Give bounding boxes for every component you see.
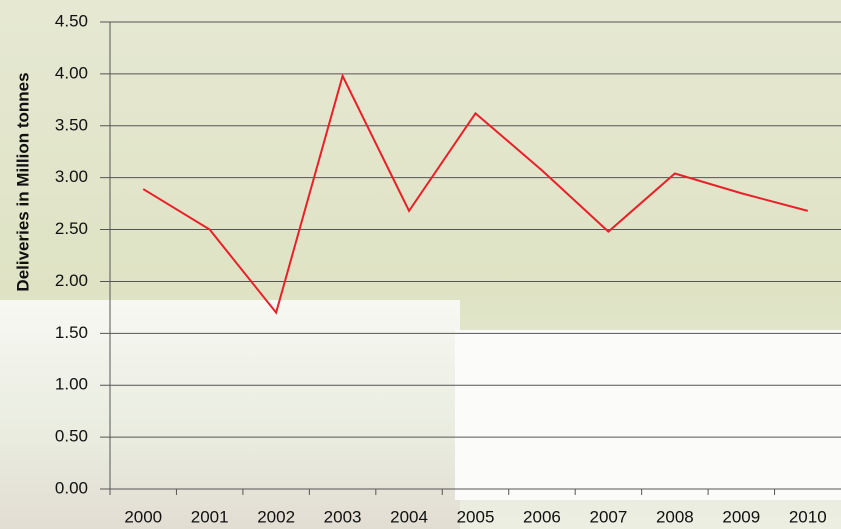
y-tick-label: 4.50 bbox=[55, 11, 88, 30]
y-tick-label: 3.00 bbox=[55, 167, 88, 186]
x-tick-label: 2001 bbox=[191, 507, 229, 526]
background-lower bbox=[0, 300, 460, 529]
y-tick-label: 3.50 bbox=[55, 115, 88, 134]
y-tick-label: 0.00 bbox=[55, 478, 88, 497]
x-tick-label: 2007 bbox=[589, 507, 627, 526]
y-tick-label: 4.00 bbox=[55, 63, 88, 82]
x-tick-label: 2005 bbox=[457, 507, 495, 526]
x-tick-label: 2003 bbox=[324, 507, 362, 526]
x-tick-label: 2000 bbox=[124, 507, 162, 526]
x-tick-label: 2010 bbox=[789, 507, 827, 526]
y-tick-label: 1.50 bbox=[55, 323, 88, 342]
y-tick-label: 2.50 bbox=[55, 219, 88, 238]
y-tick-label: 0.50 bbox=[55, 427, 88, 446]
x-tick-label: 2006 bbox=[523, 507, 561, 526]
background-panel bbox=[455, 330, 841, 500]
x-tick-label: 2008 bbox=[656, 507, 694, 526]
y-tick-label: 2.00 bbox=[55, 271, 88, 290]
y-axis-label: Deliveries in Million tonnes bbox=[13, 72, 32, 291]
x-tick-label: 2009 bbox=[722, 507, 760, 526]
x-tick-label: 2004 bbox=[390, 507, 428, 526]
y-tick-label: 1.00 bbox=[55, 375, 88, 394]
x-tick-label: 2002 bbox=[257, 507, 295, 526]
data-line bbox=[142, 73, 809, 315]
